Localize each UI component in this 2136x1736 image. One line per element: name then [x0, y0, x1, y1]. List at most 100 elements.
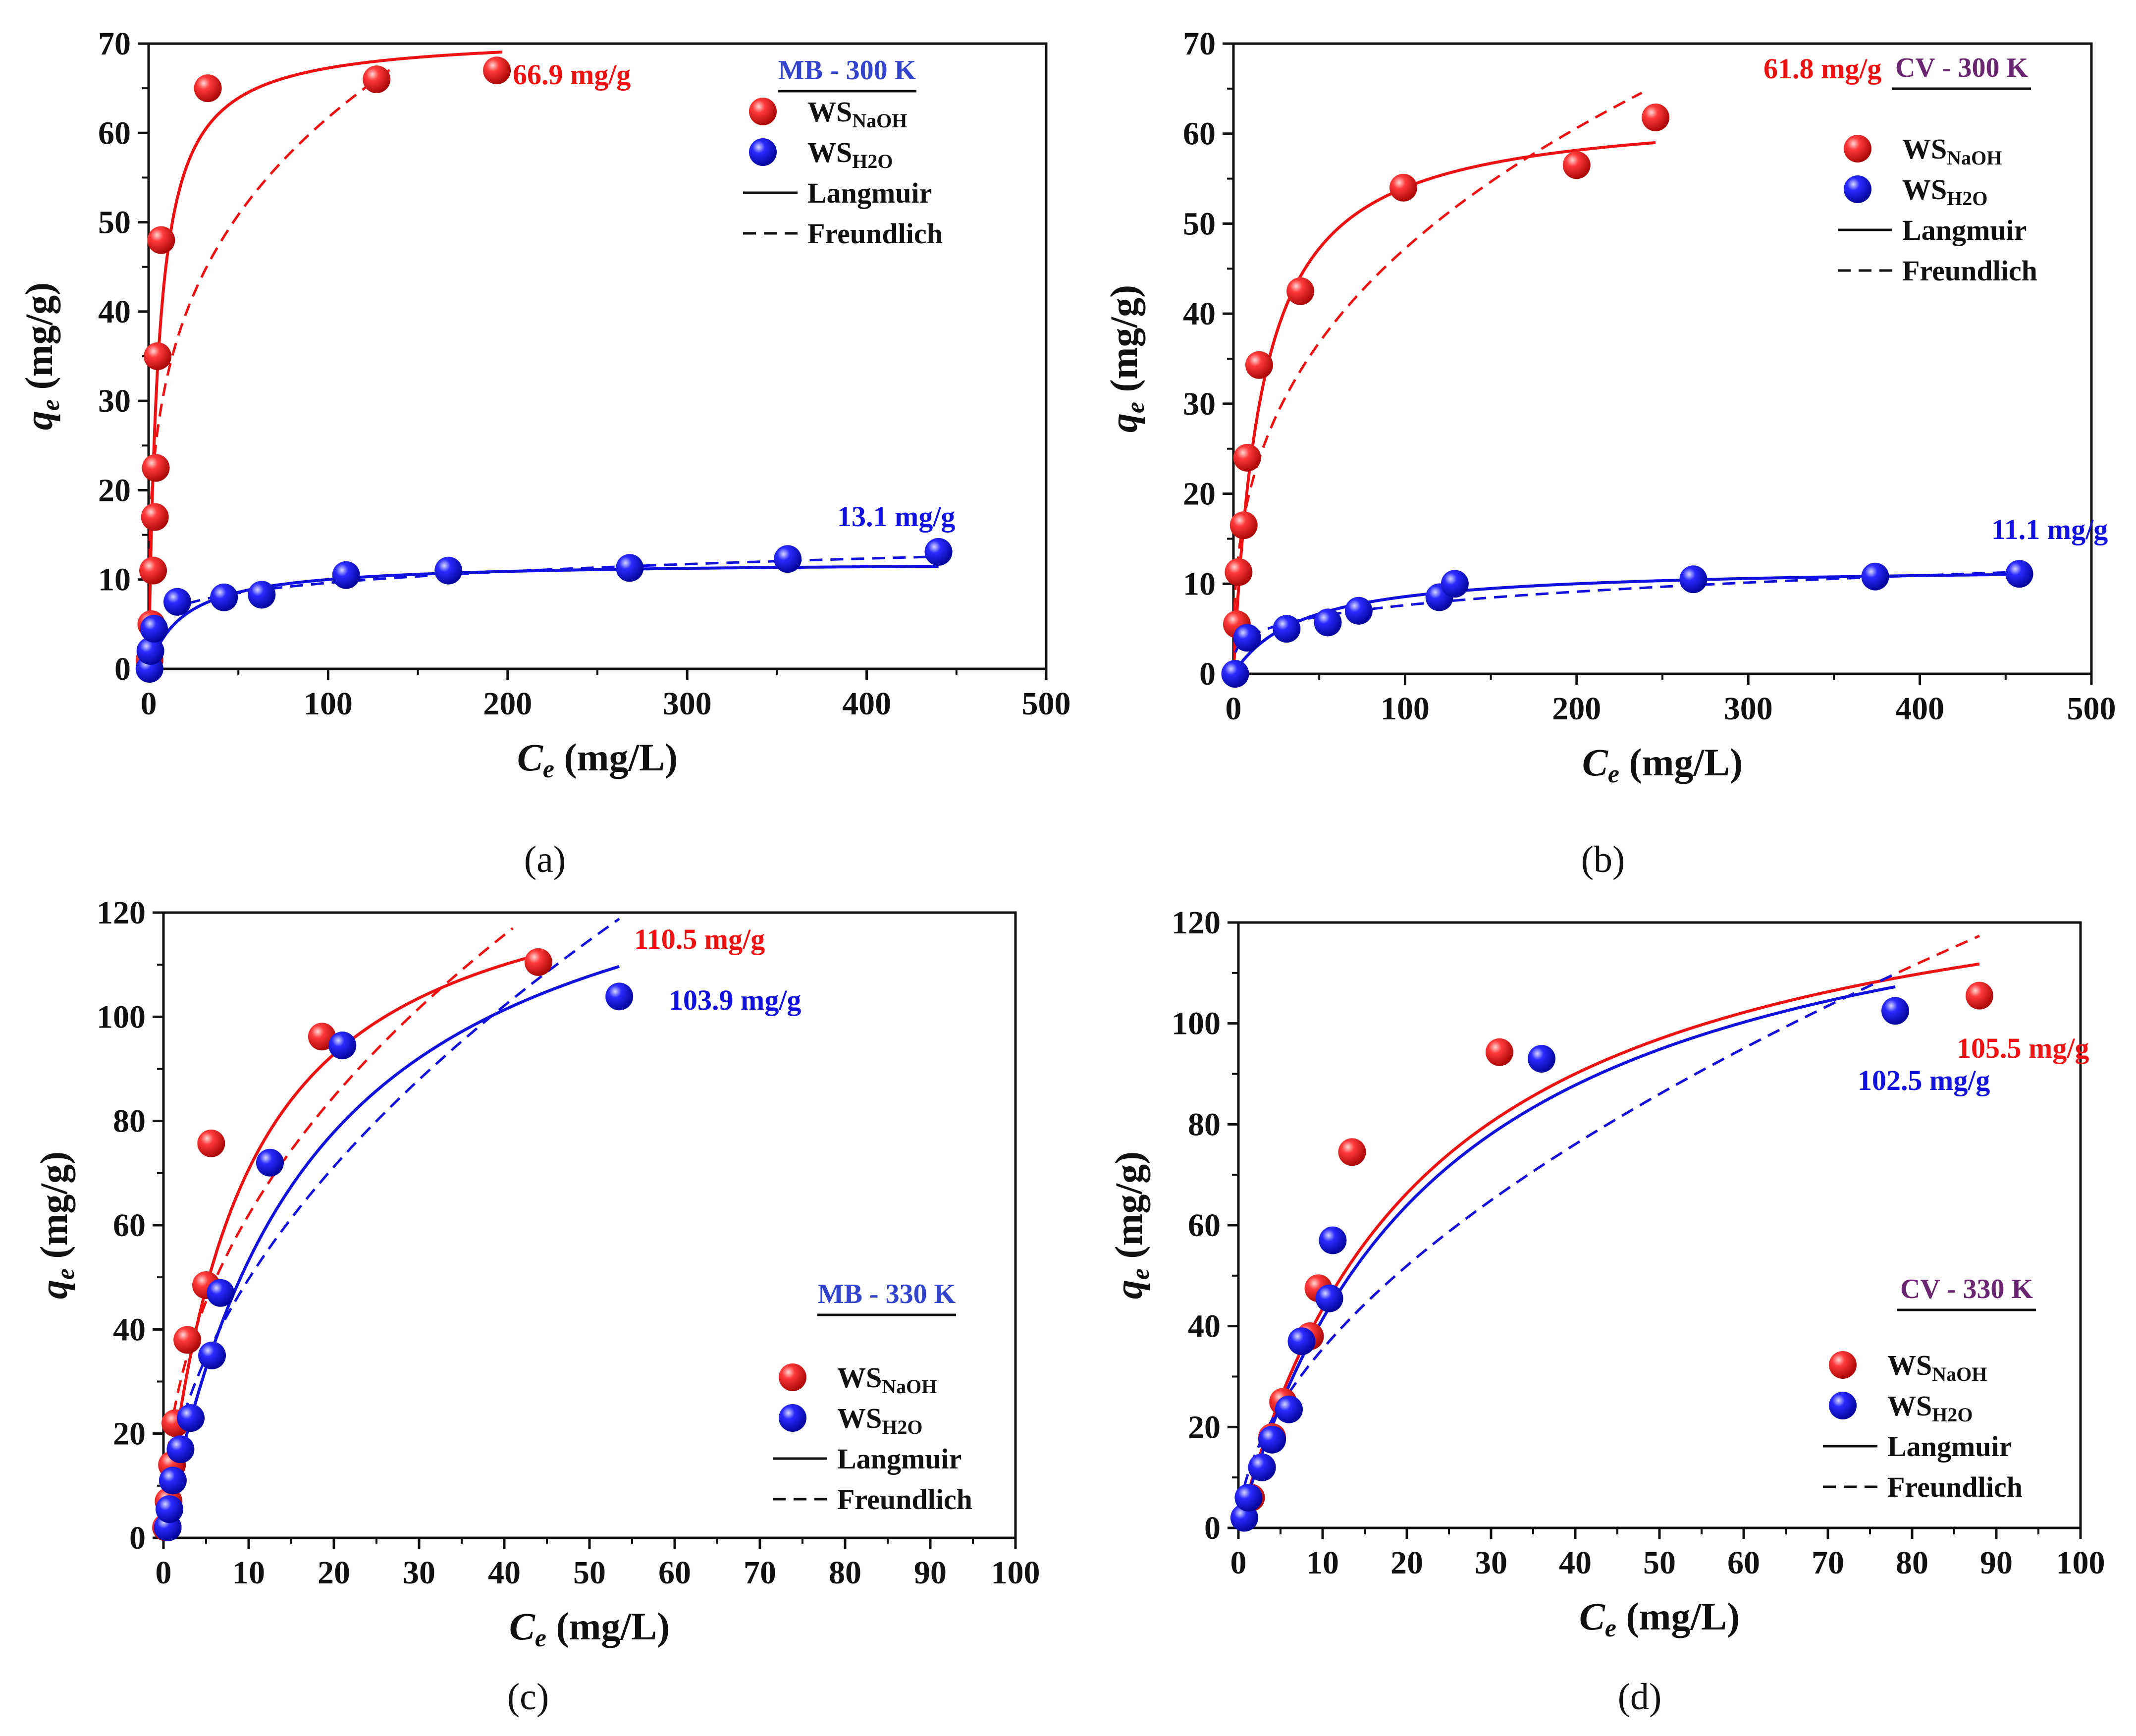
- data-point: [1966, 981, 1993, 1010]
- data-point: [159, 1466, 187, 1495]
- plot-frame: [147, 42, 1048, 670]
- x-tick-label: 200: [1552, 691, 1601, 727]
- y-tick-label: 120: [97, 895, 146, 931]
- max-capacity-label: 66.9 mg/g: [513, 58, 631, 91]
- condition-badge: MB - 300 K: [778, 55, 916, 86]
- langmuir-fit-line: [1233, 141, 1656, 674]
- legend-label-freundlich: Freundlich: [1902, 255, 2037, 287]
- data-point: [248, 581, 276, 609]
- data-point: [197, 1129, 225, 1157]
- data-point: [139, 556, 167, 585]
- freundlich-fit-line: [1233, 92, 1643, 673]
- y-tick-label: 50: [98, 205, 131, 241]
- data-point: [1338, 1138, 1366, 1166]
- data-point: [147, 226, 175, 254]
- data-point: [1344, 597, 1373, 625]
- condition-badge: CV - 300 K: [1895, 53, 2029, 83]
- data-point: [1314, 608, 1342, 637]
- data-point: [194, 74, 222, 103]
- x-tick-label: 10: [1306, 1545, 1339, 1581]
- y-tick-label: 60: [1188, 1207, 1221, 1244]
- y-tick-label: 70: [98, 26, 131, 62]
- x-tick-label: 70: [1812, 1545, 1844, 1581]
- legend-marker-h2o: [1844, 175, 1871, 203]
- data-point: [1258, 1425, 1286, 1454]
- legend-marker-h2o: [749, 138, 777, 166]
- x-tick-label: 0: [156, 1555, 172, 1591]
- legend-marker-naoh: [779, 1363, 806, 1391]
- y-tick-label: 0: [1204, 1510, 1221, 1546]
- max-capacity-label: 102.5 mg/g: [1858, 1064, 1990, 1096]
- langmuir-fit-line: [1238, 985, 1896, 1528]
- y-tick-label: 40: [113, 1311, 146, 1348]
- data-point: [156, 1495, 184, 1523]
- x-tick-label: 100: [2056, 1545, 2105, 1581]
- legend-label-langmuir: Langmuir: [1887, 1430, 2012, 1463]
- max-capacity-label: 13.1 mg/g: [837, 500, 955, 533]
- data-point: [524, 948, 552, 976]
- y-tick-label: 20: [1183, 476, 1216, 512]
- data-point: [1486, 1038, 1513, 1066]
- y-tick-label: 60: [98, 115, 131, 151]
- y-tick-label: 10: [1183, 566, 1216, 602]
- y-tick-label: 60: [113, 1207, 146, 1244]
- x-tick-label: 70: [744, 1555, 776, 1591]
- y-tick-label: 40: [98, 294, 131, 330]
- max-capacity-label: 61.8 mg/g: [1763, 53, 1881, 85]
- legend-label-langmuir: Langmuir: [1902, 214, 2027, 246]
- data-point: [144, 342, 172, 370]
- data-point: [363, 65, 391, 94]
- data-point: [1234, 1483, 1263, 1512]
- x-tick-label: 60: [658, 1555, 691, 1591]
- legend-label-freundlich: Freundlich: [1887, 1471, 2023, 1503]
- x-tick-label: 100: [304, 686, 353, 722]
- x-tick-label: 100: [1381, 691, 1430, 727]
- x-tick-label: 80: [829, 1555, 861, 1591]
- data-point: [774, 545, 802, 573]
- y-tick-label: 0: [1199, 656, 1216, 692]
- condition-badge: CV - 330 K: [1900, 1274, 2033, 1304]
- y-tick-label: 100: [1172, 1006, 1221, 1042]
- x-tick-label: 100: [991, 1555, 1040, 1591]
- x-tick-label: 0: [1226, 691, 1242, 727]
- data-point: [210, 583, 238, 611]
- x-tick-label: 30: [403, 1555, 435, 1591]
- legend-label-naoh: WSNaOH: [1902, 133, 2002, 169]
- x-tick-label: 300: [1724, 691, 1773, 727]
- freundlich-fit-line: [149, 68, 392, 666]
- data-point: [163, 588, 191, 616]
- data-point: [1528, 1044, 1555, 1073]
- data-point: [1248, 1453, 1276, 1481]
- y-tick-label: 40: [1188, 1308, 1221, 1345]
- data-point: [140, 614, 168, 643]
- legend-label-naoh: WSNaOH: [1887, 1349, 1987, 1385]
- legend-label-naoh: WSNaOH: [807, 96, 907, 132]
- y-tick-label: 70: [1183, 26, 1216, 62]
- x-tick-label: 400: [1895, 691, 1944, 727]
- freundlich-fit-line: [1238, 934, 1980, 1528]
- legend-marker-h2o: [779, 1404, 806, 1432]
- y-axis-title: qe (mg/g): [1107, 1151, 1155, 1299]
- x-tick-label: 200: [483, 686, 532, 722]
- legend-marker-naoh: [1844, 135, 1871, 163]
- max-capacity-label: 105.5 mg/g: [1957, 1032, 2089, 1064]
- y-tick-label: 30: [1183, 386, 1216, 422]
- legend-label-langmuir: Langmuir: [837, 1443, 961, 1475]
- y-tick-label: 20: [113, 1416, 146, 1452]
- max-capacity-label: 103.9 mg/g: [669, 984, 801, 1016]
- legend: WSNaOH WSH2O Langmuir Freundlich: [773, 1361, 972, 1516]
- legend-marker-h2o: [1829, 1392, 1857, 1419]
- x-tick-label: 20: [1390, 1545, 1423, 1581]
- data-point: [1389, 173, 1417, 202]
- y-tick-label: 20: [1188, 1409, 1221, 1445]
- x-tick-label: 500: [1022, 686, 1071, 722]
- data-point: [1441, 570, 1469, 598]
- data-point: [1273, 615, 1301, 643]
- y-tick-label: 120: [1172, 905, 1221, 941]
- legend-label-freundlich: Freundlich: [807, 217, 943, 250]
- x-tick-label: 30: [1475, 1545, 1507, 1581]
- x-tick-label: 80: [1896, 1545, 1928, 1581]
- x-tick-label: 90: [914, 1555, 947, 1591]
- legend-label-langmuir: Langmuir: [807, 177, 932, 209]
